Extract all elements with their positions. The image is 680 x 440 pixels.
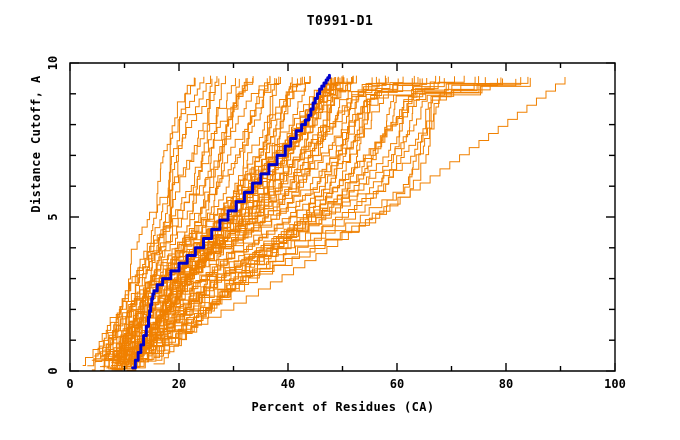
x-tick-label-20: 20 [171,377,187,391]
x-tick-label-0: 0 [66,377,74,391]
axis-frame [69,62,616,372]
x-tick-label-60: 60 [389,377,405,391]
x-axis-title: Percent of Residues (CA) [251,400,435,414]
x-tick-label-80: 80 [498,377,514,391]
highlighted-model-curve [131,73,331,370]
prediction-curves [82,75,566,371]
page-title: T0991-D1 [306,14,374,29]
x-tick-label-100: 100 [604,377,626,391]
x-tick-label-40: 40 [280,377,296,391]
